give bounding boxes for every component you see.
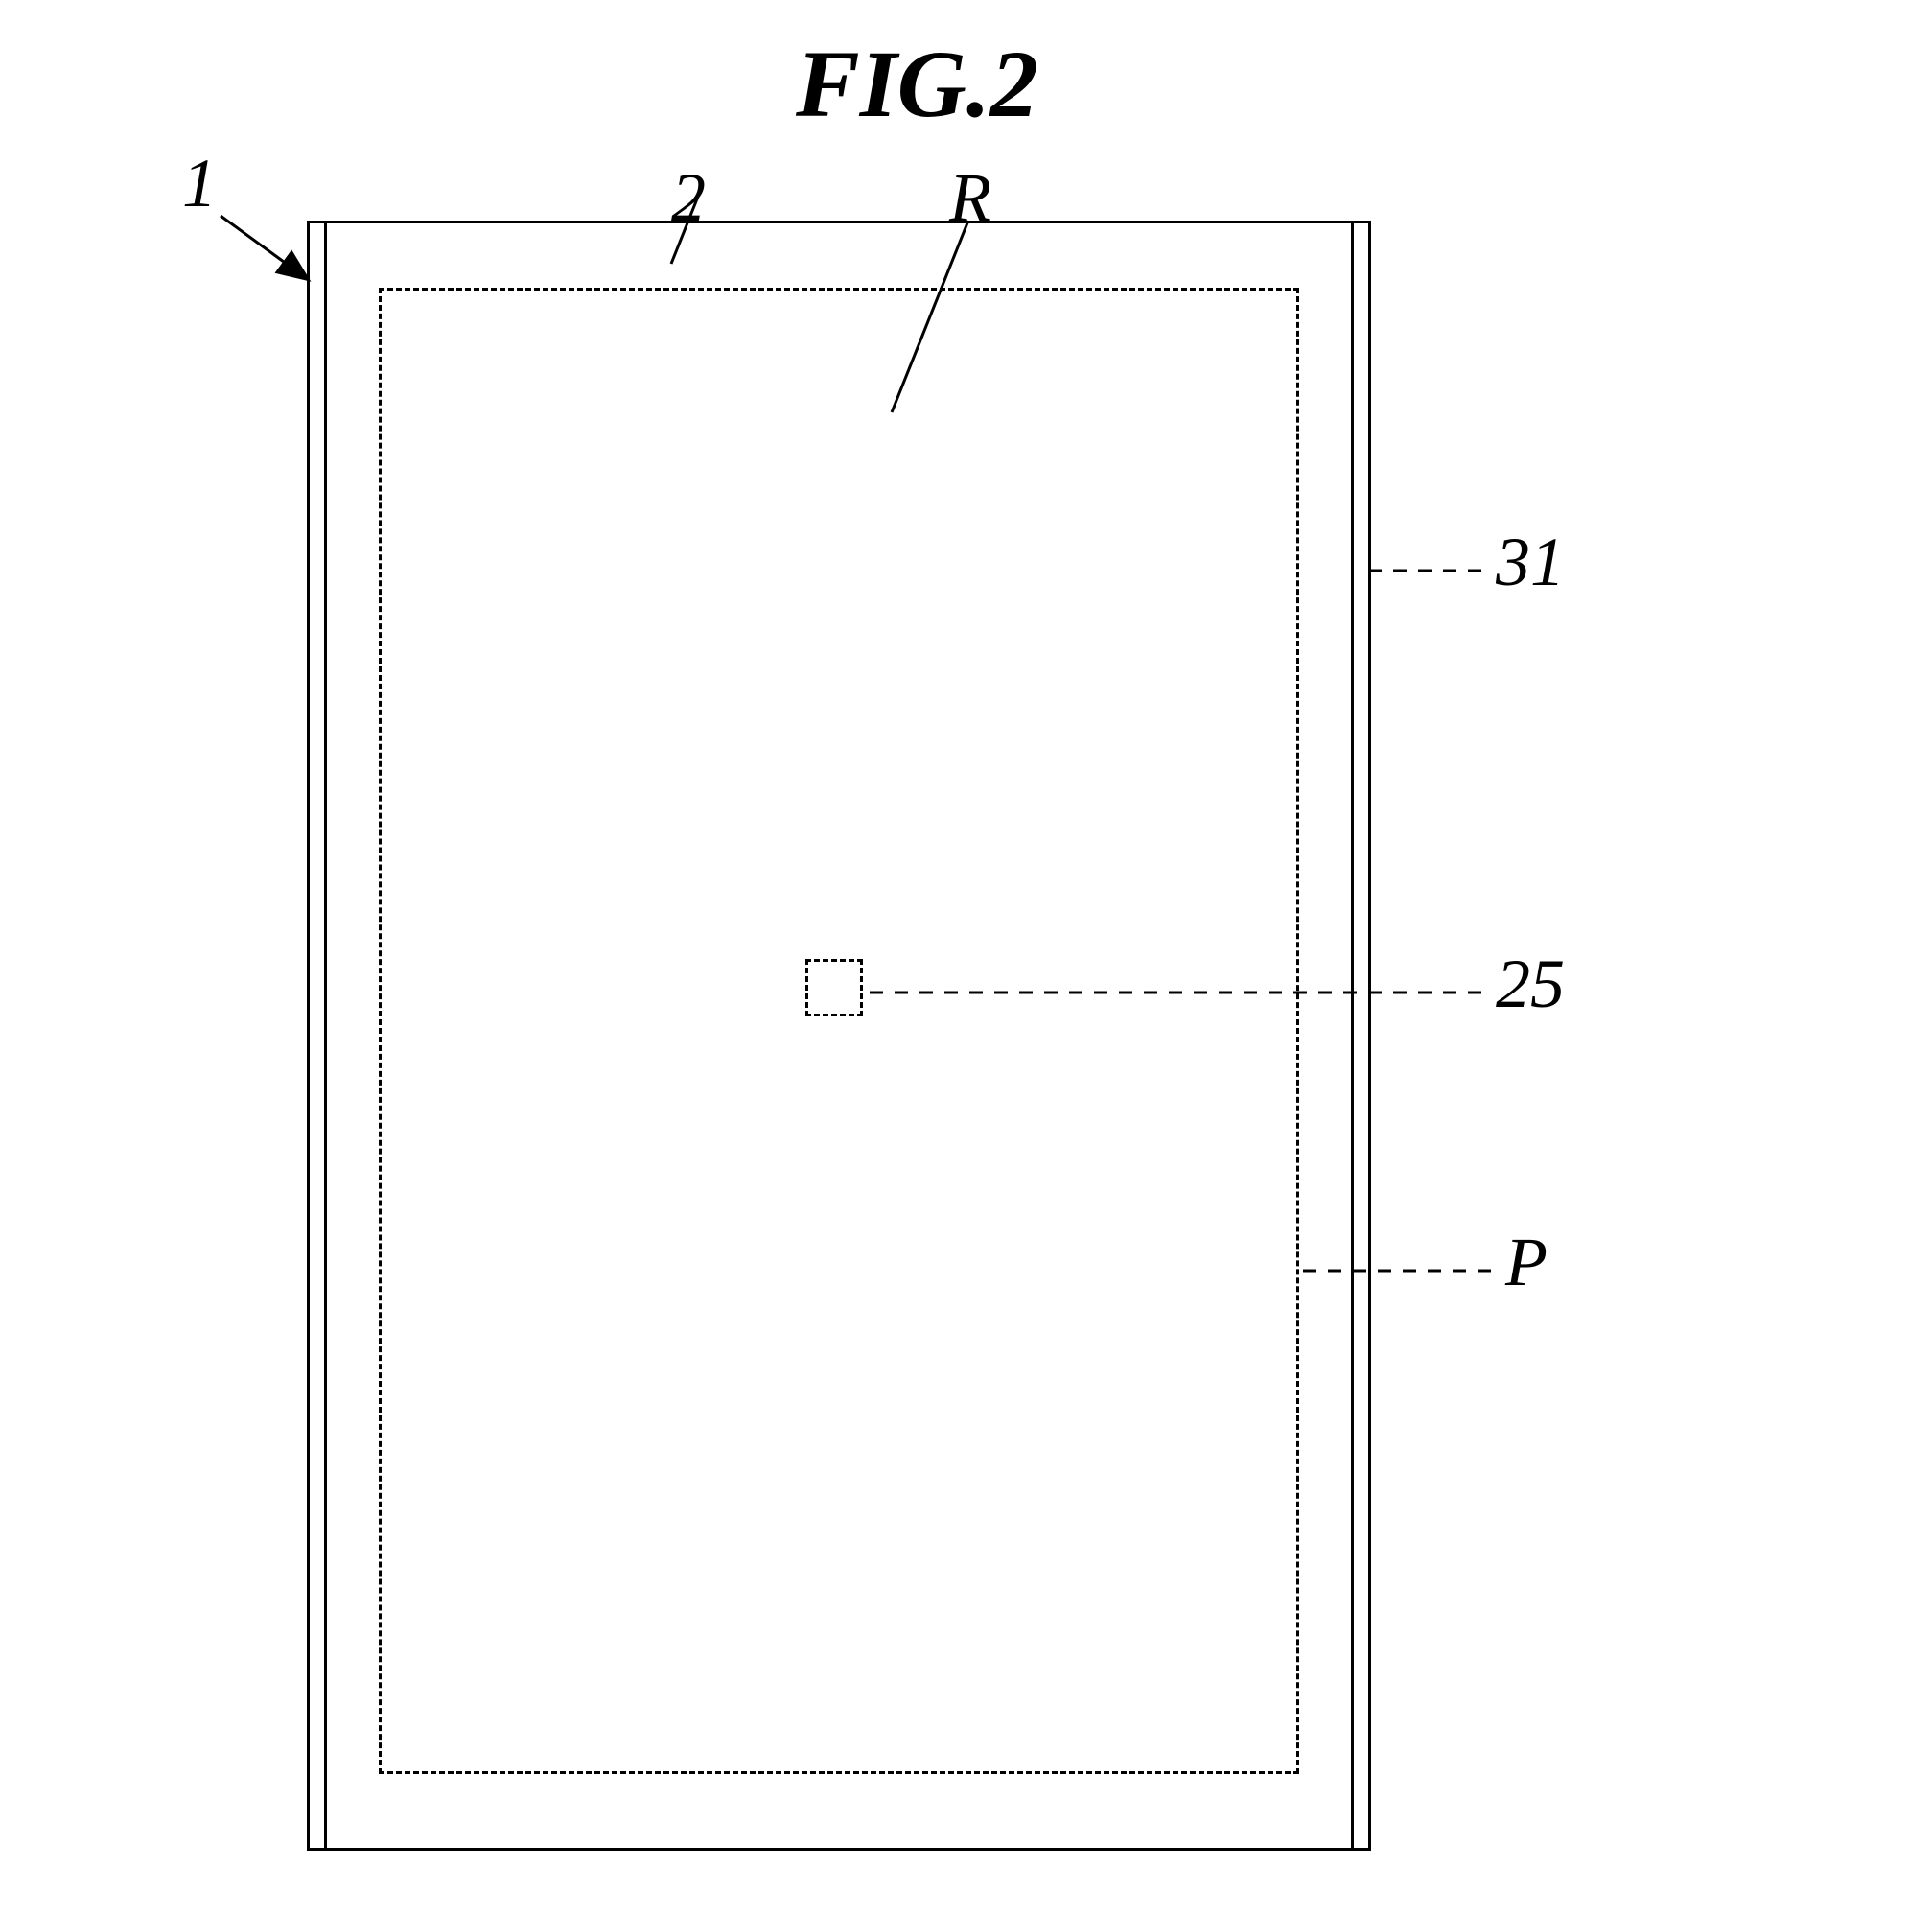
label-R: R: [949, 158, 991, 238]
label-1: 1: [182, 144, 217, 223]
inner-line-left-31: [324, 221, 327, 1851]
inner-line-right-31: [1351, 221, 1354, 1851]
small-box-25: [805, 959, 863, 1016]
dashed-rect-P: [379, 288, 1299, 1774]
label-2: 2: [671, 158, 706, 238]
label-25: 25: [1496, 945, 1565, 1024]
leader-1-arrow: [221, 216, 309, 280]
figure-title: FIG.2: [796, 29, 1038, 139]
figure-canvas: FIG.2 1 2 R 31 25 P: [0, 0, 1932, 1916]
label-P: P: [1505, 1223, 1548, 1302]
label-31: 31: [1496, 523, 1565, 602]
